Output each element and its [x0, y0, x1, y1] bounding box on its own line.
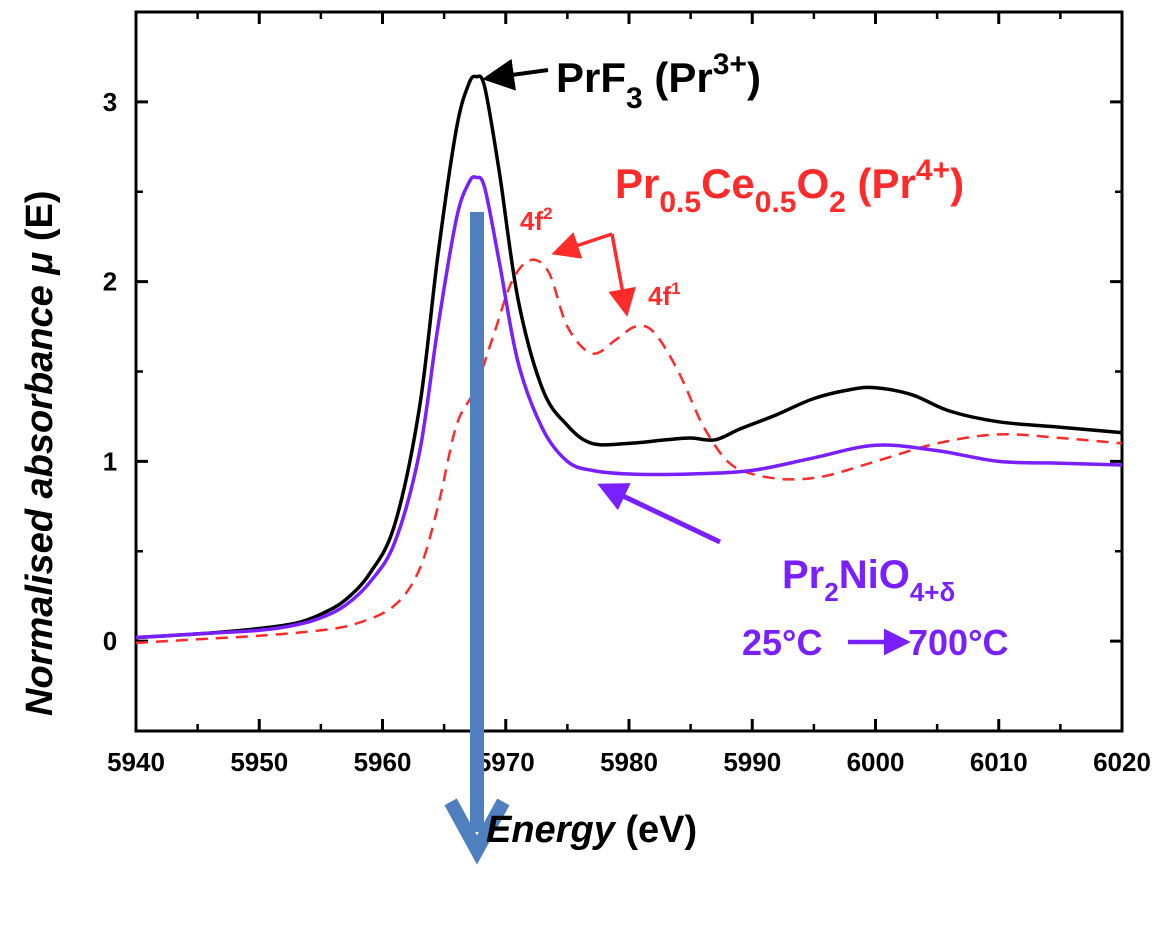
- series-layer: [135, 74, 1123, 645]
- y-tick-label: 1: [103, 446, 117, 476]
- x-tick-label: 5990: [723, 747, 781, 777]
- pr2nio4-arrow: [597, 483, 722, 545]
- prf3-arrow: [482, 58, 549, 91]
- x-tick-label: 5970: [477, 747, 535, 777]
- x-tick-label: 6000: [847, 747, 905, 777]
- prf3-label: PrF3 (Pr3+): [556, 48, 761, 115]
- x-tick-label: 6010: [970, 747, 1028, 777]
- series-line-pr2nio4: [135, 175, 1123, 640]
- x-tick-label: 5980: [600, 747, 658, 777]
- temp-start-label: 25°C: [742, 622, 822, 663]
- y-tick-label: 0: [103, 626, 117, 656]
- axes: 5940 5950 5960 5970 5980 5990 6000 6010 6020 0 1 2 3: [103, 10, 1151, 777]
- f1-arrow: [608, 233, 636, 317]
- prceo2-label: Pr0.5Ce0.5O2 (Pr4+): [615, 154, 964, 219]
- y-tick-label: 3: [103, 87, 117, 117]
- temp-end-label: 700°C: [908, 622, 1008, 663]
- x-axis-title: Energy (eV): [486, 809, 697, 851]
- x-tick-label: 5950: [230, 747, 288, 777]
- f2-label: 4f2: [520, 204, 553, 236]
- x-tick-label: 5960: [354, 747, 412, 777]
- f1-label: 4f1: [648, 279, 681, 311]
- x-tick-label: 6020: [1093, 747, 1151, 777]
- pr2nio4-label: Pr2NiO4+δ: [782, 553, 955, 607]
- y-axis-title: Normalised absorbance μ (E): [19, 190, 61, 716]
- blue-marker-arrow: [444, 212, 510, 865]
- f2-arrow: [551, 232, 613, 259]
- series-line-prf3: [135, 74, 1123, 640]
- x-tick-label: 5940: [107, 747, 165, 777]
- y-tick-label: 2: [103, 267, 117, 297]
- series-line-prceo2: [135, 258, 1123, 645]
